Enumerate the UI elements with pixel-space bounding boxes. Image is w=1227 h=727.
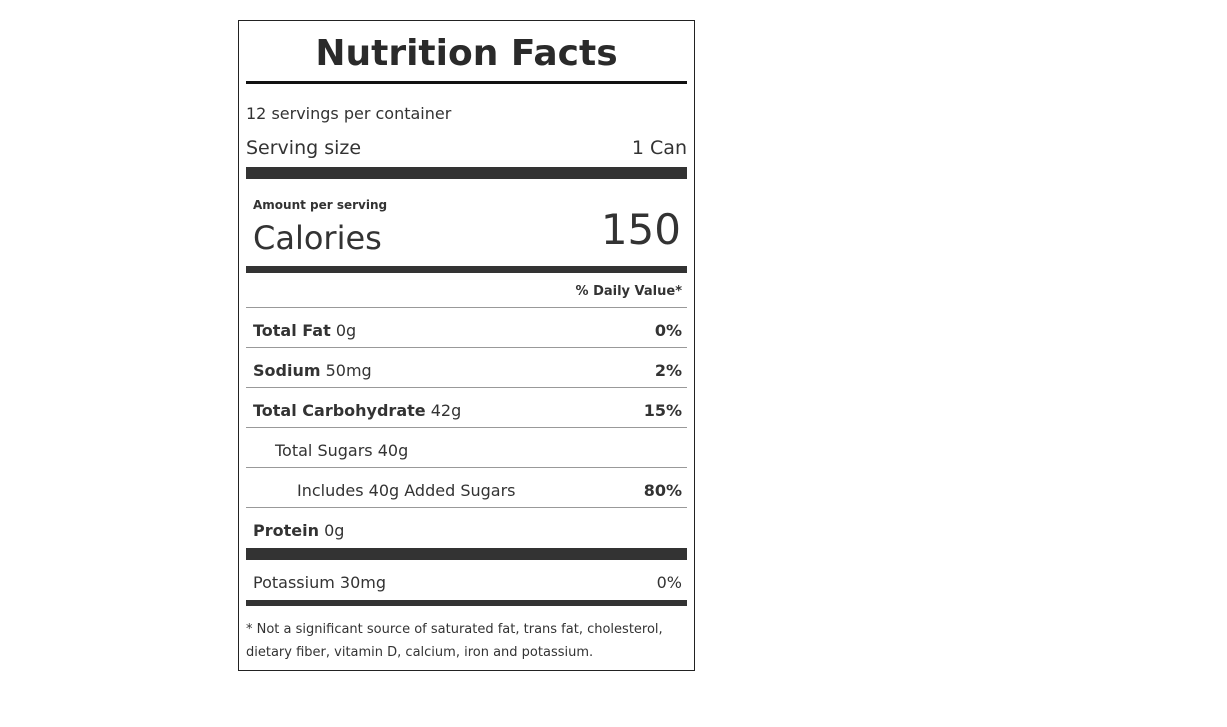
rule bbox=[246, 347, 687, 348]
daily-value-header: % Daily Value* bbox=[575, 284, 682, 299]
nutrition-label: Nutrition Facts 12 servings per containe… bbox=[238, 20, 695, 671]
nutrient-row: Total Fat 0g 0% bbox=[253, 310, 682, 350]
amount-per-serving: Amount per serving bbox=[253, 198, 388, 212]
nutrient-name: Protein bbox=[253, 520, 319, 540]
nutrient-name: Total Carbohydrate bbox=[253, 400, 426, 420]
nutrient-row: Total Sugars 40g bbox=[275, 430, 682, 470]
rule bbox=[246, 600, 687, 606]
daily-value: 2% bbox=[654, 360, 682, 380]
nutrient-row: Protein 0g bbox=[253, 510, 682, 550]
nutrient-row: Sodium 50mg 2% bbox=[253, 350, 682, 390]
nutrient-name: Total Fat bbox=[253, 320, 331, 340]
servings: 12 servings per container bbox=[246, 104, 452, 123]
rule bbox=[246, 387, 687, 388]
rule bbox=[246, 307, 687, 308]
nutrient-row: Includes 40g Added Sugars 80% bbox=[297, 470, 682, 510]
rule bbox=[246, 427, 687, 428]
nutrient-name: Includes 40g Added Sugars bbox=[297, 480, 516, 500]
nutrient-name: Sodium bbox=[253, 360, 321, 380]
nutrient-amount: 30mg bbox=[339, 572, 386, 592]
potassium-row: Potassium 30mg 0% bbox=[253, 562, 682, 602]
daily-value: 0% bbox=[656, 572, 682, 592]
serving-size-value: 1 Can bbox=[631, 137, 687, 159]
rule bbox=[246, 548, 687, 560]
rule bbox=[246, 467, 687, 468]
rule bbox=[246, 266, 687, 273]
calories-value: 150 bbox=[600, 205, 681, 254]
title: Nutrition Facts bbox=[315, 33, 618, 74]
nutrient-amount: 40g bbox=[377, 440, 409, 460]
footnote: * Not a significant source of saturated … bbox=[246, 622, 663, 660]
rule bbox=[246, 81, 687, 84]
nutrient-name: Potassium bbox=[253, 572, 335, 592]
nutrient-amount: 50mg bbox=[325, 360, 372, 380]
daily-value: 15% bbox=[643, 400, 682, 420]
serving-size-label: Serving size bbox=[246, 137, 362, 159]
nutrient-amount: 42g bbox=[430, 400, 462, 420]
daily-value: 0% bbox=[654, 320, 682, 340]
rule bbox=[246, 167, 687, 179]
nutrient-amount: 0g bbox=[324, 520, 345, 540]
nutrient-amount: 0g bbox=[335, 320, 357, 340]
calories-label: Calories bbox=[253, 219, 382, 257]
nutrient-name: Total Sugars bbox=[275, 440, 373, 460]
rule bbox=[246, 507, 687, 508]
daily-value: 80% bbox=[643, 480, 682, 500]
nutrient-row: Total Carbohydrate 42g 15% bbox=[253, 390, 682, 430]
